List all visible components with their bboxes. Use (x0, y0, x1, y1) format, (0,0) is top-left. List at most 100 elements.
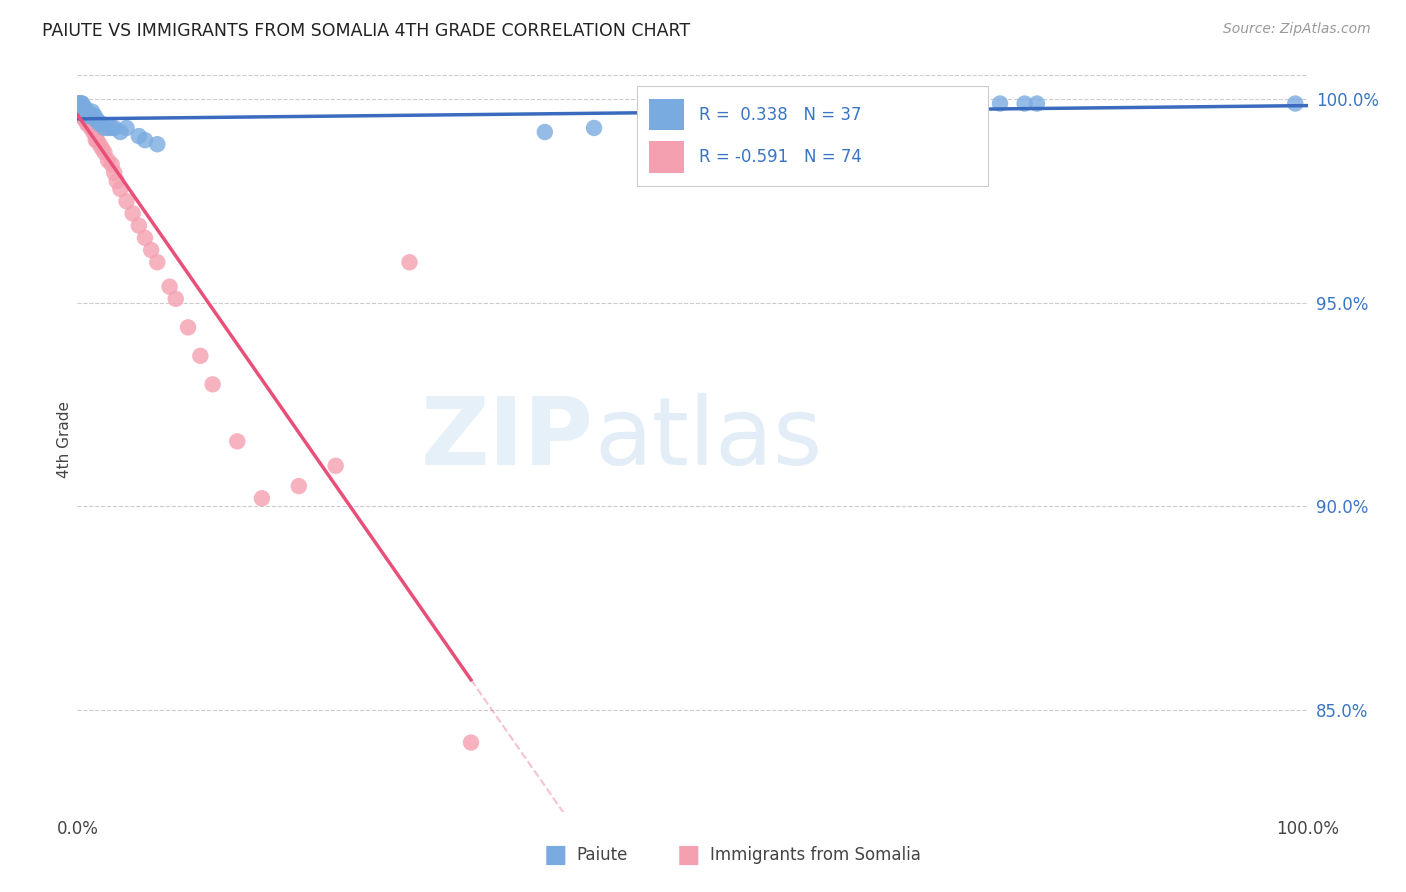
Point (75, 112, 97, 127)
Text: Paiute: Paiute (576, 846, 628, 863)
Point (86, 112, 108, 127)
Point (939, 96, 962, 111)
Point (75, 109, 97, 123)
Point (201, 377, 224, 392)
Point (72, 101, 94, 115)
Point (250, 491, 273, 506)
Point (79, 117, 101, 131)
Point (121, 206, 143, 220)
Point (73, 101, 96, 115)
Point (583, 120, 606, 135)
Point (90, 141, 114, 155)
Point (79, 109, 101, 123)
Point (93, 120, 115, 135)
Point (177, 320, 200, 334)
Point (67, 96, 90, 111)
Point (76, 117, 98, 131)
Point (70, 96, 93, 111)
Point (70, 104, 93, 119)
Point (69, 104, 91, 119)
Point (1026, 96, 1049, 111)
Point (70, 101, 93, 115)
Point (1284, 96, 1306, 111)
Point (128, 219, 150, 233)
Point (115, 194, 138, 209)
Point (288, 479, 311, 493)
Point (77, 112, 100, 127)
Point (1014, 96, 1036, 111)
Point (69, 104, 91, 119)
Point (70, 104, 93, 119)
Text: atlas: atlas (595, 393, 823, 485)
Point (398, 255, 420, 269)
Point (70, 104, 93, 119)
Point (90, 117, 114, 131)
Point (69, 101, 91, 115)
Text: Source: ZipAtlas.com: Source: ZipAtlas.com (1223, 22, 1371, 37)
Point (80, 109, 103, 123)
Point (101, 158, 124, 172)
Point (69, 104, 91, 119)
Bar (650, 99, 683, 130)
Point (67, 96, 90, 111)
Point (141, 243, 163, 257)
Point (83, 109, 105, 123)
Point (82, 109, 104, 123)
Point (80, 120, 103, 135)
Point (70, 109, 93, 123)
Point (70, 109, 93, 123)
Text: R =  0.338   N = 37: R = 0.338 N = 37 (699, 105, 860, 124)
Point (73, 112, 96, 127)
Point (325, 458, 347, 473)
Point (73, 104, 96, 119)
Text: Immigrants from Somalia: Immigrants from Somalia (710, 846, 921, 863)
Point (73, 109, 96, 123)
Point (159, 279, 181, 293)
Point (84, 133, 107, 147)
Point (70, 101, 93, 115)
Point (72, 104, 94, 119)
Point (134, 133, 156, 147)
Point (77, 117, 100, 131)
Point (128, 129, 150, 144)
Bar (650, 142, 683, 173)
Point (70, 101, 93, 115)
Point (82, 104, 104, 119)
Point (82, 125, 104, 139)
Point (460, 735, 482, 749)
Point (70, 96, 93, 111)
Point (72, 104, 94, 119)
Point (77, 109, 100, 123)
Point (67, 101, 90, 115)
Text: ■: ■ (544, 843, 567, 866)
Point (103, 166, 125, 180)
Point (70, 109, 93, 123)
Point (70, 101, 93, 115)
Point (69, 96, 91, 111)
Point (76, 104, 98, 119)
Point (97, 153, 120, 168)
Point (84, 129, 107, 144)
Point (93, 145, 115, 160)
Point (226, 434, 249, 449)
Point (146, 137, 169, 152)
Point (69, 101, 91, 115)
FancyBboxPatch shape (637, 86, 988, 186)
Point (534, 125, 557, 139)
Point (69, 101, 91, 115)
Text: ■: ■ (678, 843, 700, 866)
Point (105, 174, 128, 188)
Point (70, 109, 93, 123)
Text: PAIUTE VS IMMIGRANTS FROM SOMALIA 4TH GRADE CORRELATION CHART: PAIUTE VS IMMIGRANTS FROM SOMALIA 4TH GR… (42, 22, 690, 40)
Point (190, 349, 212, 363)
Point (72, 109, 94, 123)
Y-axis label: 4th Grade: 4th Grade (56, 401, 72, 478)
Point (110, 125, 132, 139)
Point (75, 104, 97, 119)
Point (89, 137, 111, 152)
Point (82, 120, 104, 135)
Point (84, 112, 107, 127)
Text: R = -0.591   N = 74: R = -0.591 N = 74 (699, 148, 862, 166)
Point (115, 120, 138, 135)
Point (67, 96, 90, 111)
